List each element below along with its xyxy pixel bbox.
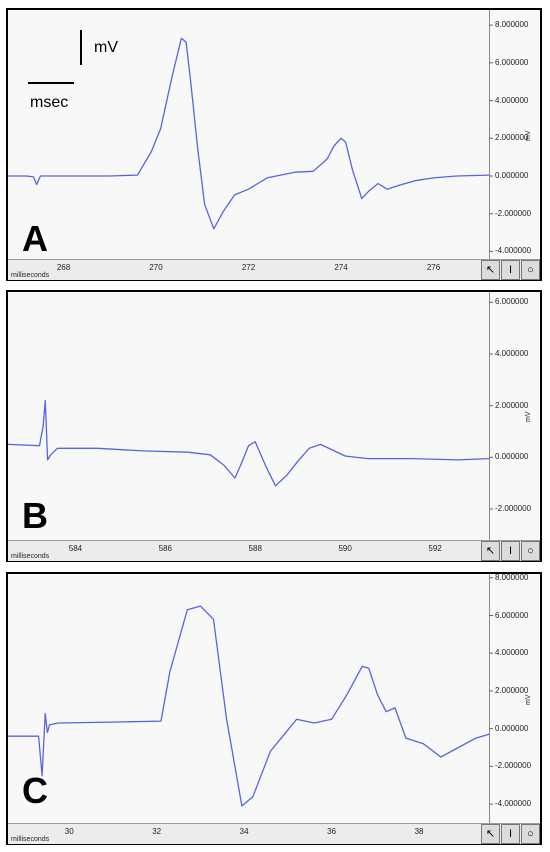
y-tick-label: 0.000000 <box>495 723 529 733</box>
y-tick-label: 0.000000 <box>495 171 529 180</box>
y-axis-unit-label: mV <box>525 411 532 423</box>
y-tick-label: -4.000000 <box>495 799 532 809</box>
y-tick-label: 8.000000 <box>495 20 529 30</box>
circle-icon[interactable]: ○ <box>521 824 540 844</box>
x-tick-label: 272 <box>241 263 256 272</box>
panel-c: C 8.000000 6.000000 4.000000 2.000000 0.0000… <box>6 572 542 845</box>
scale-bar-mv-label: mV <box>94 39 118 56</box>
x-tick-label: 32 <box>152 827 162 836</box>
y-tick-label: -2.000000 <box>495 504 532 513</box>
x-tick-label: 274 <box>334 263 348 272</box>
y-tick-label: 0.000000 <box>495 452 529 462</box>
chart-b <box>8 292 493 540</box>
signal-trace <box>8 605 490 807</box>
pointer-icon[interactable]: ↖ <box>481 260 500 280</box>
scale-bar-horizontal <box>28 82 74 84</box>
chart-c <box>8 574 493 823</box>
y-axis-unit-label: mV <box>525 694 532 706</box>
y-tick-label: -2.000000 <box>495 761 532 771</box>
y-tick-label: 2.000000 <box>495 685 529 695</box>
tool-buttons: ↖ I ○ <box>480 541 540 561</box>
panel-label-a: A <box>22 218 48 259</box>
y-tick-label: -2.000000 <box>495 208 532 218</box>
x-axis-unit-label: milliseconds <box>11 272 50 279</box>
plot-area <box>8 292 489 540</box>
plot-area <box>8 10 489 259</box>
pointer-icon[interactable]: ↖ <box>481 824 500 844</box>
y-tick-label: 8.000000 <box>495 572 529 582</box>
x-axis-bar: 30 32 34 36 38 milliseconds ↖ I ○ <box>8 823 540 844</box>
y-tick-label: 4.000000 <box>495 648 529 658</box>
scale-bar-vertical <box>80 30 82 65</box>
panel-label-c: C <box>22 770 48 811</box>
y-tick-label: 2.000000 <box>495 133 529 143</box>
x-axis-unit-label: milliseconds <box>11 836 50 843</box>
text-cursor-icon[interactable]: I <box>501 824 520 844</box>
plot-area <box>8 574 489 823</box>
x-tick-label: 30 <box>64 827 74 836</box>
y-tick-label: -4.000000 <box>495 246 532 256</box>
y-tick-label: 2.000000 <box>495 400 529 410</box>
x-tick-label: 592 <box>428 544 442 553</box>
x-tick-label: 586 <box>158 544 173 553</box>
x-axis-bar: 268 270 272 274 276 milliseconds ↖ I ○ <box>8 259 540 280</box>
y-axis-unit-label: mV <box>525 130 532 142</box>
y-tick-label: 6.000000 <box>495 297 529 307</box>
pointer-icon[interactable]: ↖ <box>481 541 500 561</box>
signal-trace <box>8 399 490 487</box>
chart-a <box>8 10 493 259</box>
x-tick-label: 34 <box>239 827 249 836</box>
x-axis-unit-label: milliseconds <box>11 553 50 560</box>
text-cursor-icon[interactable]: I <box>501 541 520 561</box>
panel-b: B 6.000000 4.000000 2.000000 0.000000 -2.000… <box>6 290 542 562</box>
y-tick-label: 4.000000 <box>495 95 529 105</box>
text-cursor-icon[interactable]: I <box>501 260 520 280</box>
x-tick-label: 584 <box>68 544 83 553</box>
circle-icon[interactable]: ○ <box>521 541 540 561</box>
panel-a: A mV msec 8.000000 6.000000 4.000000 2.0000… <box>6 8 542 281</box>
y-tick-label: 4.000000 <box>495 349 529 358</box>
x-tick-label: 38 <box>414 827 424 836</box>
y-tick-label: 6.000000 <box>495 610 529 620</box>
tool-buttons: ↖ I ○ <box>480 824 540 844</box>
x-tick-label: 268 <box>56 263 71 272</box>
x-axis-bar: 584 586 588 590 592 milliseconds ↖ I ○ <box>8 540 540 561</box>
signal-trace <box>8 37 490 230</box>
y-tick-label: 6.000000 <box>495 57 529 67</box>
x-tick-label: 276 <box>426 263 441 272</box>
x-tick-label: 36 <box>327 827 337 836</box>
scale-bar-msec-label: msec <box>30 94 69 111</box>
tool-buttons: ↖ I ○ <box>480 260 540 280</box>
panel-label-b: B <box>22 495 48 536</box>
x-tick-label: 270 <box>149 263 163 272</box>
circle-icon[interactable]: ○ <box>521 260 540 280</box>
x-tick-label: 588 <box>248 544 262 553</box>
x-tick-label: 590 <box>338 544 352 553</box>
